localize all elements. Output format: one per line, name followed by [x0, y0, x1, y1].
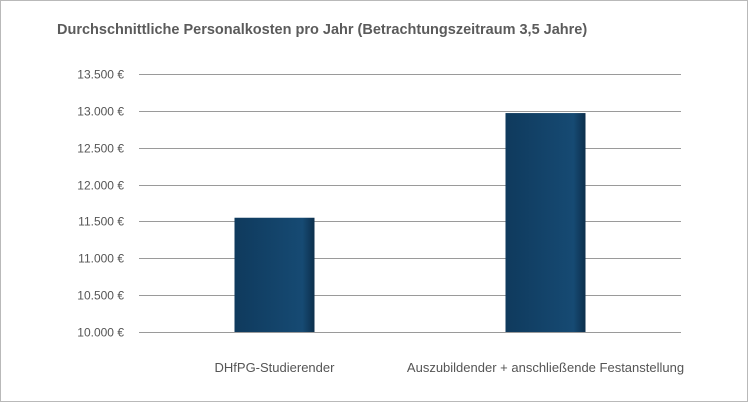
x-category-label: DHfPG-Studierender	[215, 360, 336, 375]
bar	[234, 217, 315, 332]
y-axis-ticks: 10.000 € 10.500 € 11.000 € 11.500 € 12.000 €…	[77, 68, 124, 340]
chart-title: Durchschnittliche Personalkosten pro Jah…	[57, 22, 588, 38]
y-tick-label: 13.500 €	[77, 68, 124, 82]
bar	[505, 113, 586, 332]
bars	[234, 113, 586, 332]
y-tick-label: 10.000 €	[77, 326, 124, 340]
y-tick-label: 10.500 €	[77, 289, 124, 303]
y-tick-label: 11.000 €	[78, 252, 124, 266]
y-tick-label: 11.500 €	[78, 215, 124, 229]
y-tick-label: 13.000 €	[77, 105, 124, 119]
y-tick-label: 12.500 €	[77, 142, 124, 156]
gridlines	[139, 74, 681, 333]
x-axis-categories: DHfPG-Studierender Auszubildender + ansch…	[215, 360, 685, 375]
x-category-label: Auszubildender + anschließende Festanste…	[407, 360, 684, 375]
y-tick-label: 12.000 €	[77, 179, 124, 193]
